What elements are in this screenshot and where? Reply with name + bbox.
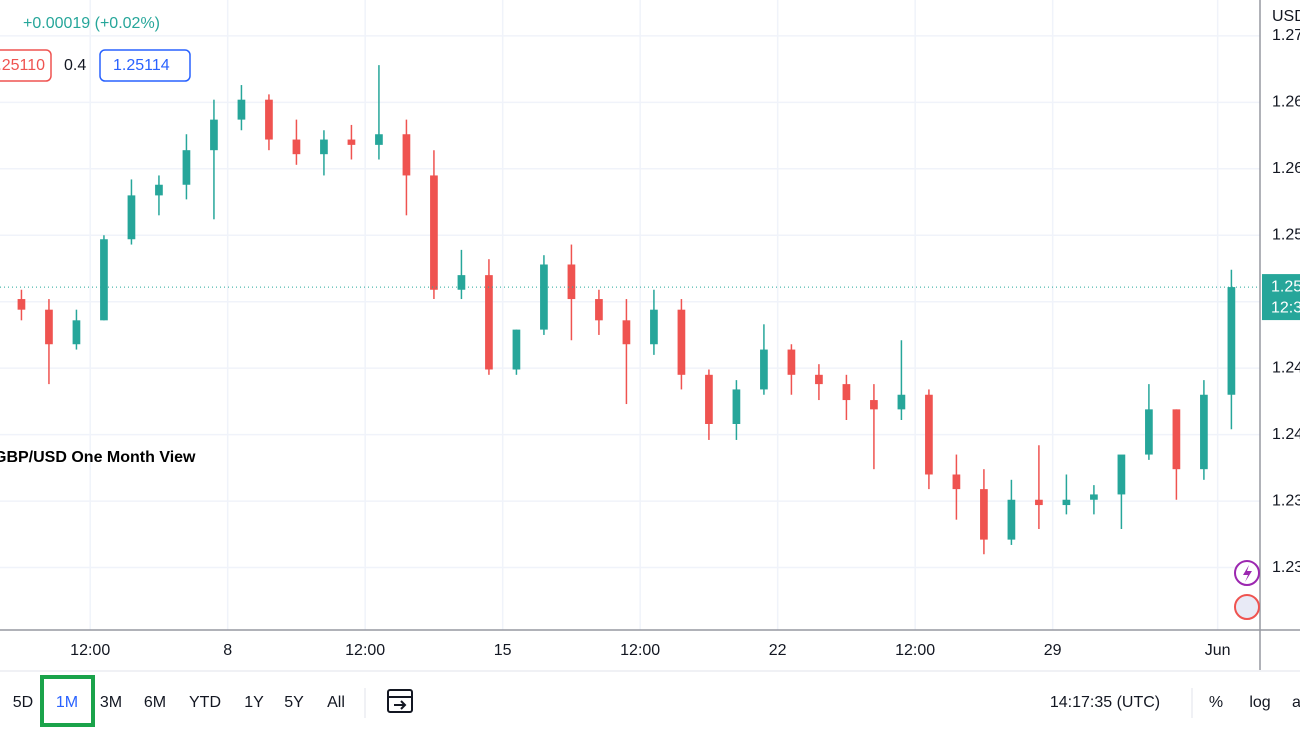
grid — [0, 0, 1260, 630]
candle-body — [182, 150, 191, 185]
candle-body — [72, 320, 81, 345]
ask-price[interactable]: 1.25114 — [113, 57, 170, 74]
candles — [0, 65, 1260, 555]
flag-icon[interactable] — [1234, 594, 1260, 620]
candle-body — [815, 374, 823, 385]
candle-body — [952, 474, 961, 490]
range-button[interactable]: All — [327, 694, 345, 711]
x-tick-label: 15 — [494, 642, 512, 659]
candle-body — [210, 119, 218, 151]
candle-body — [347, 139, 356, 145]
range-button[interactable]: 1M — [56, 694, 78, 711]
candle-body — [100, 239, 108, 321]
range-button[interactable]: YTD — [189, 694, 221, 711]
y-tick-label: 1.2700 — [1272, 27, 1300, 44]
last-price-label: 1.2511 — [1271, 278, 1300, 295]
candle-body — [375, 134, 383, 145]
range-button[interactable]: 3M — [100, 694, 122, 711]
candle-body — [897, 394, 906, 410]
range-button[interactable]: 5D — [13, 694, 33, 711]
candle-body — [760, 349, 768, 390]
ask-box[interactable] — [99, 49, 191, 82]
calendar-icon[interactable] — [387, 689, 413, 713]
candle-body — [512, 329, 521, 370]
candle-body — [787, 349, 796, 375]
candle-body — [402, 134, 411, 176]
candle-body — [842, 384, 851, 401]
candle-body — [540, 264, 548, 330]
bar-countdown: 12:3 — [1271, 299, 1300, 316]
candle-body — [1007, 499, 1016, 540]
log-toggle[interactable]: log — [1249, 694, 1270, 711]
candle-body — [1035, 499, 1043, 506]
calendar-frame — [387, 689, 413, 713]
range-button[interactable]: 6M — [144, 694, 166, 711]
candle-body — [595, 299, 603, 321]
candle-body — [265, 99, 273, 140]
candle-body — [1090, 494, 1098, 500]
spread: 0.4 — [64, 57, 86, 74]
range-buttons: 5D 1M 3M 6M YTD 1Y 5Y All — [13, 694, 345, 711]
calendar-arrow — [394, 700, 407, 710]
x-tick-label: 8 — [223, 642, 232, 659]
candle-body — [485, 275, 493, 370]
candle-body — [925, 394, 933, 475]
clock[interactable]: 14:17:35 (UTC) — [1050, 694, 1160, 711]
y-tick-label: 1.2650 — [1272, 94, 1300, 111]
last-price-badge — [1262, 274, 1300, 321]
active-range-highlight — [40, 675, 95, 727]
x-tick-label: 29 — [1044, 642, 1062, 659]
candle-body — [622, 320, 631, 345]
x-tick-label: 12:00 — [895, 642, 935, 659]
candle-body — [155, 184, 163, 196]
candle-body — [320, 139, 328, 155]
auto-toggle[interactable]: auto — [1292, 694, 1300, 711]
percent-toggle[interactable]: % — [1209, 694, 1223, 711]
range-button[interactable]: 5Y — [284, 694, 304, 711]
candle-body — [457, 275, 466, 290]
y-tick-label: 1.2400 — [1272, 426, 1300, 443]
candle-body — [1172, 409, 1181, 470]
axes: 1.23001.23501.24001.24501.25001.25501.26… — [70, 27, 1300, 659]
x-tick-label: 12:00 — [70, 642, 110, 659]
candle-body — [677, 309, 686, 375]
candle-body — [1062, 499, 1071, 506]
candle-body — [237, 99, 246, 120]
candle-body — [17, 299, 26, 310]
candle-body — [127, 195, 136, 240]
y-tick-label: 1.2350 — [1272, 492, 1300, 509]
flash-glyph — [1243, 565, 1252, 582]
candle-body — [567, 264, 576, 300]
y-tick-label: 1.2300 — [1272, 559, 1300, 576]
candle-body — [430, 175, 438, 290]
candle-body — [45, 309, 53, 345]
x-tick-label: 12:00 — [620, 642, 660, 659]
y-tick-label: 1.2600 — [1272, 160, 1300, 177]
y-tick-label: 1.2450 — [1272, 359, 1300, 376]
currency-label: USD — [1272, 8, 1300, 25]
candle-body — [870, 400, 878, 410]
y-tick-label: 1.2550 — [1272, 226, 1300, 243]
candle-body — [1145, 409, 1153, 455]
candle-body — [292, 139, 301, 155]
candle-body — [650, 309, 658, 345]
bid-box[interactable] — [0, 49, 52, 82]
candle-body — [980, 489, 988, 540]
candle-body — [732, 389, 741, 424]
bid-price[interactable]: 1.25110 — [0, 57, 45, 74]
candle-body — [1117, 454, 1126, 495]
x-tick-label: 22 — [769, 642, 787, 659]
range-button[interactable]: 1Y — [244, 694, 264, 711]
x-tick-label: 12:00 — [345, 642, 385, 659]
overlay-title: GBP/USD One Month View — [0, 449, 196, 466]
candle-body — [1227, 287, 1236, 395]
candle-body — [705, 374, 713, 424]
price-change: +0.00019 (+0.02%) — [23, 15, 160, 32]
x-tick-label: Jun — [1205, 642, 1231, 659]
candle-body — [1200, 394, 1208, 470]
